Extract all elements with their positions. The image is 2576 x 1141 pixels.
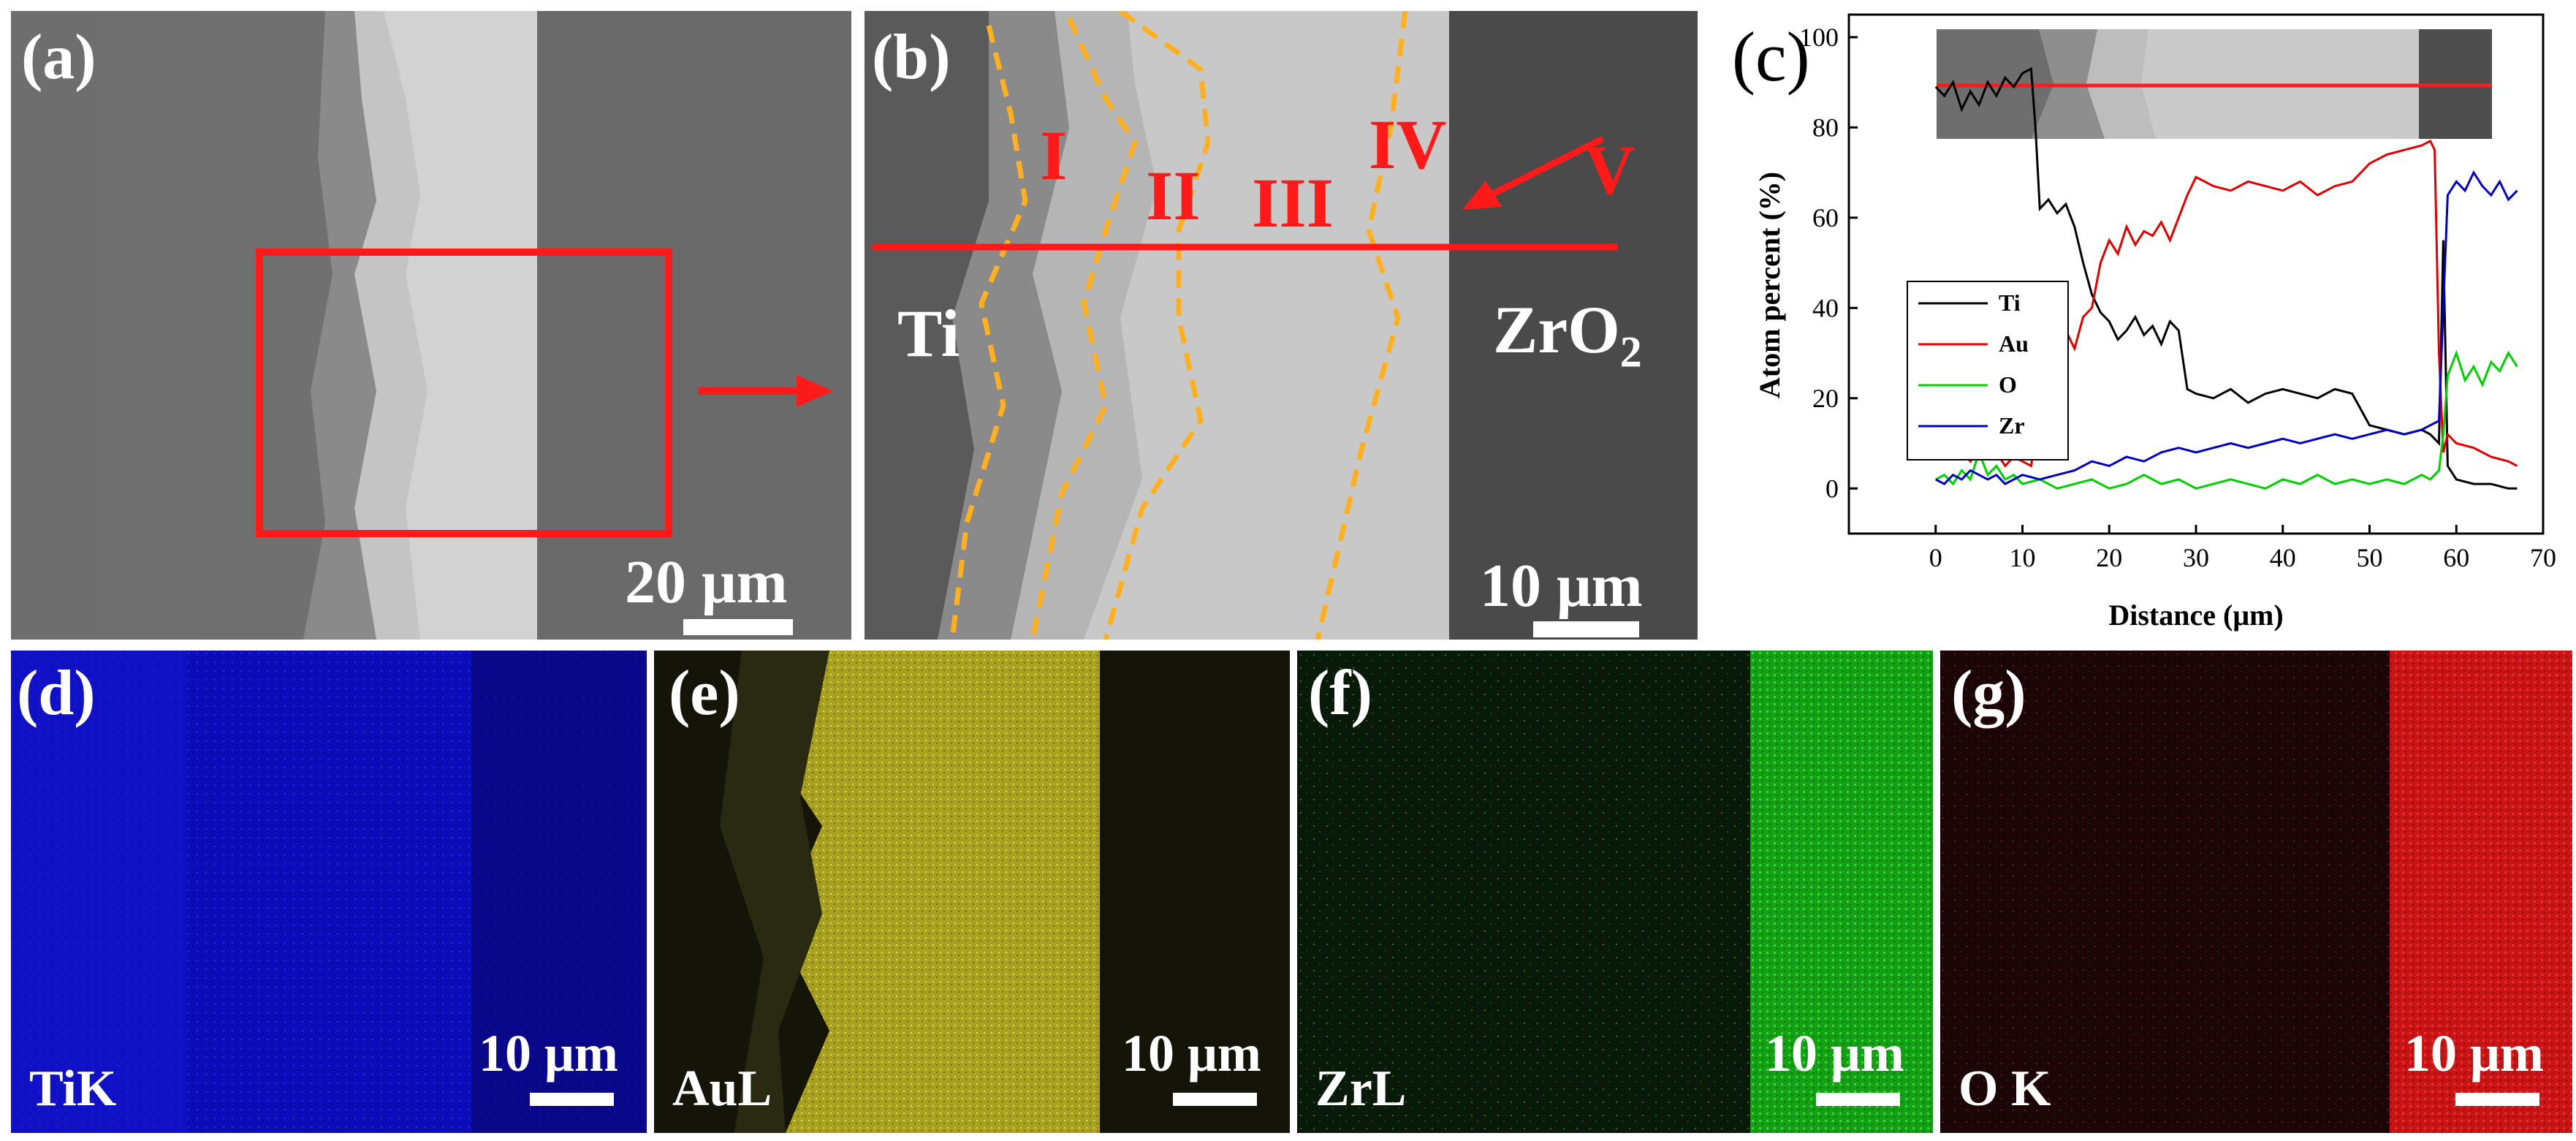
panel-c-label: (c) [1732,18,1810,96]
y-tick-label: 20 [1812,384,1839,413]
zro2-label: ZrO2 [1493,292,1642,376]
legend-label-au: Au [1999,330,2029,357]
x-tick-label: 50 [2357,543,2383,572]
panel-c-chart: (c) 0 10 20 30 40 50 60 70 0 20 40 60 80 100 Ti Au O Zr … [1710,0,2572,643]
panel-d-scale-text: 10 μm [479,1024,618,1083]
panel-d-label: (d) [17,658,96,729]
panel-f-scale-text: 10 μm [1765,1024,1904,1083]
x-tick-label: 10 [2010,543,2036,572]
region-label-V: V [1584,131,1635,209]
legend-label-ti: Ti [1999,289,2021,316]
panel-e-label: (e) [669,658,740,729]
series-line-o [1935,349,2518,490]
panel-d-element: TiK [29,1061,117,1117]
panel-e-scale-text: 10 μm [1122,1024,1261,1083]
y-tick-label: 100 [1799,23,1839,52]
sem-micrograph-b [865,11,1698,640]
x-tick-label: 0 [1929,543,1942,572]
legend-box [1907,281,2069,460]
panel-b-label: (b) [872,22,951,93]
panel-g-eds-map: (g) O K 10 μm [1940,651,2572,1133]
panel-f-element: ZrL [1315,1061,1407,1117]
ti-label: Ti [897,296,960,371]
y-tick-label: 60 [1812,203,1839,232]
panel-b-sem-image: (b) I II III IV V Ti ZrO2 10 μm [865,11,1698,640]
panel-a-scale-bar [683,619,793,635]
panel-b-scale-text: 10 μm [1480,552,1643,620]
y-tick-label: 40 [1812,293,1839,322]
x-tick-label: 30 [2183,543,2209,572]
panel-a-scale-text: 20 μm [625,548,788,616]
panel-f-label: (f) [1308,658,1372,729]
legend-label-zr: Zr [1999,412,2025,439]
x-tick-label: 40 [2270,543,2296,572]
legend: Ti Au O Zr [1907,281,2069,460]
x-axis-label: Distance (μm) [2108,599,2283,632]
panel-g-scale-text: 10 μm [2404,1024,2544,1083]
zoom-arrow [698,375,833,407]
panel-f-eds-map: (f) ZrL 10 μm [1297,651,1933,1133]
inset-sem-strip [1937,29,2492,139]
legend-label-o: O [1999,371,2017,398]
y-tick-label: 0 [1825,474,1839,503]
series-line-ti [1934,67,2518,490]
panel-e-eds-map: (e) AuL 10 μm [654,651,1290,1133]
panel-g-scale-bar [2455,1093,2539,1106]
x-tick-label: 70 [2530,543,2556,572]
region-label-IV: IV [1369,105,1447,183]
sem-micrograph-a [11,11,851,640]
region-label-III: III [1252,164,1334,242]
series-line-zr [1935,170,2518,485]
panel-b-scale-bar [1533,621,1639,637]
panel-a-sem-image: (a) 20 μm [11,11,851,640]
panel-g-label: (g) [1951,658,2026,729]
panel-a-label: (a) [21,22,96,93]
panel-d-scale-bar [530,1093,614,1106]
x-tick-label: 60 [2443,543,2469,572]
y-axis-label: Atom percent (%) [1753,172,1786,398]
panel-g-element: O K [1958,1061,2051,1117]
panel-f-scale-bar [1816,1093,1900,1106]
y-tick-label: 80 [1812,113,1839,142]
x-tick-label: 20 [2096,543,2122,572]
region-label-II: II [1146,156,1201,235]
panel-e-scale-bar [1173,1093,1257,1106]
panel-e-element: AuL [672,1061,772,1117]
region-label-I: I [1040,116,1068,194]
selection-box [256,249,672,537]
panel-d-eds-map: (d) TiK 10 μm [11,651,647,1133]
